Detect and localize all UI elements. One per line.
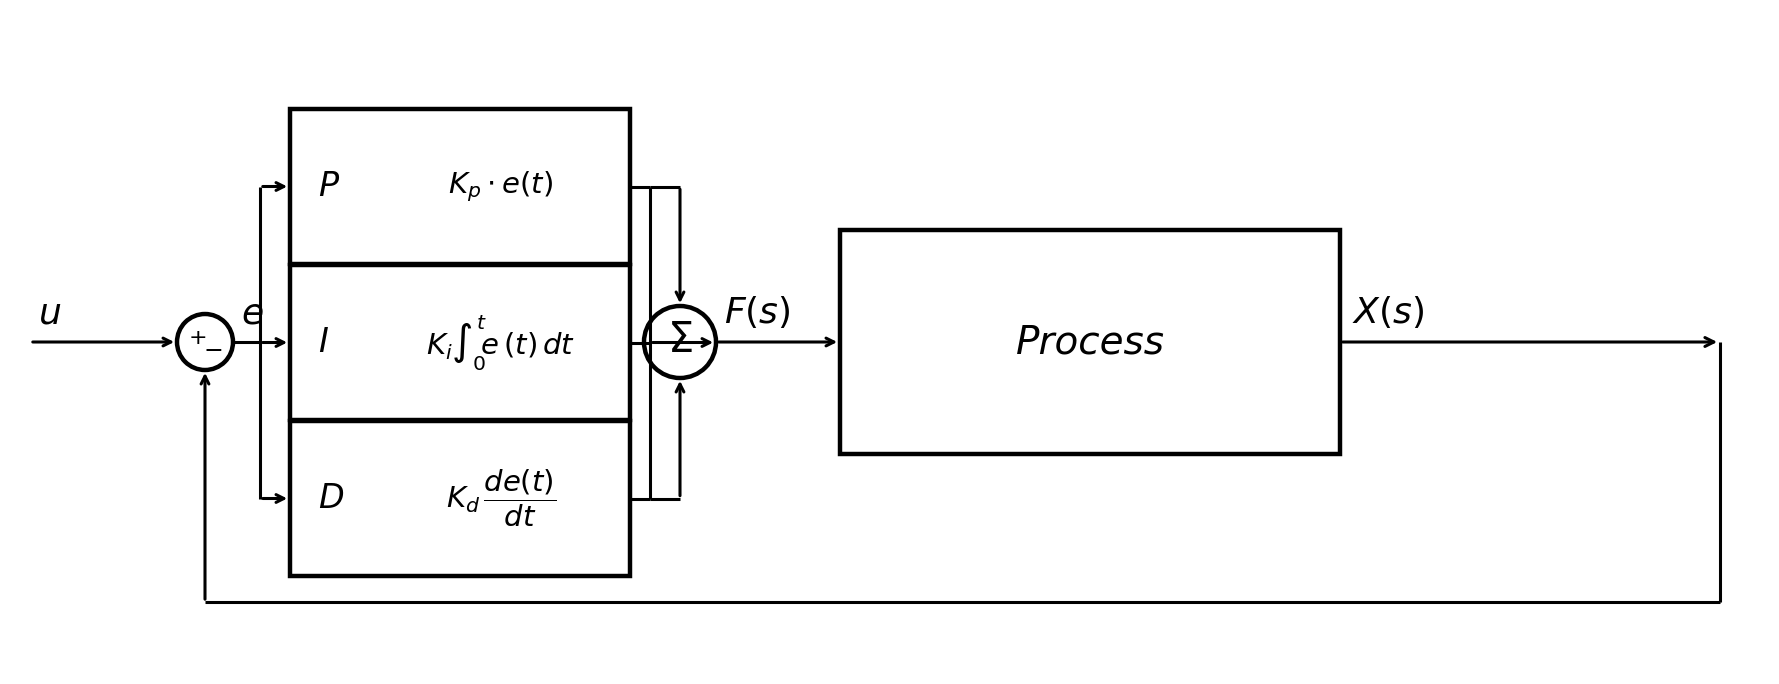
Bar	[290, 421, 630, 576]
Text: $F(s)$: $F(s)$	[724, 294, 790, 330]
Text: $X(s)$: $X(s)$	[1352, 294, 1425, 330]
Text: $K_d\,\dfrac{de(t)}{dt}$: $K_d\,\dfrac{de(t)}{dt}$	[447, 468, 555, 529]
Bar	[840, 230, 1340, 454]
Text: P: P	[318, 170, 338, 203]
Text: $u$: $u$	[37, 296, 60, 330]
Text: $\Sigma$: $\Sigma$	[667, 319, 692, 361]
Bar	[290, 109, 630, 264]
Text: I: I	[318, 326, 327, 359]
Text: D: D	[318, 482, 343, 515]
Bar	[290, 265, 630, 420]
Text: $e$: $e$	[240, 296, 263, 330]
Text: $-$: $-$	[203, 337, 222, 361]
Text: $+$: $+$	[189, 328, 206, 347]
Text: $K_i\int_0^{t}\!e\,(t)\,dt$: $K_i\int_0^{t}\!e\,(t)\,dt$	[427, 313, 575, 372]
Text: Process: Process	[1016, 323, 1165, 361]
Text: $K_p \cdot e(t)$: $K_p \cdot e(t)$	[448, 169, 553, 204]
